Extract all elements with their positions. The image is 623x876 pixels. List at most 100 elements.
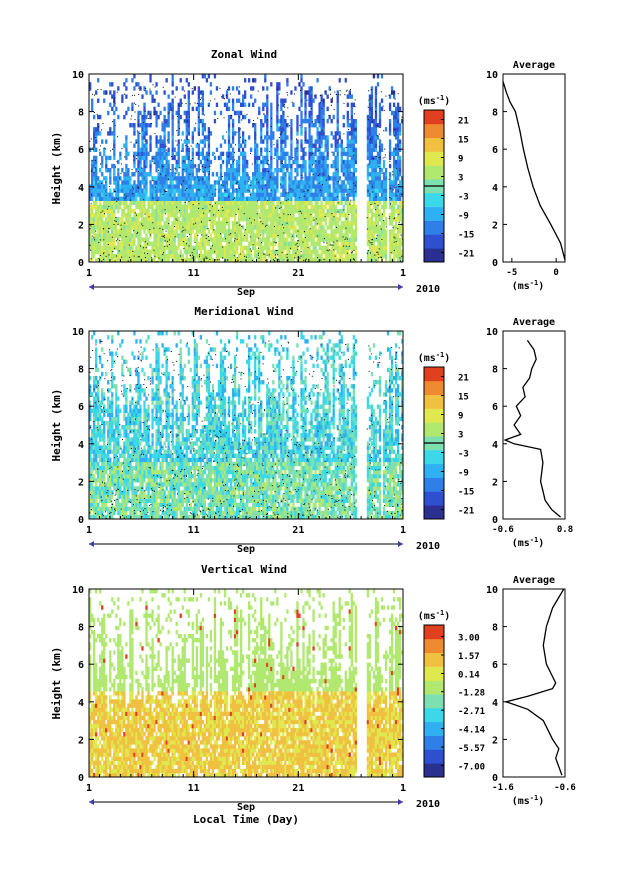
zero-contour-dot bbox=[275, 207, 277, 209]
heatmap-cell bbox=[167, 212, 170, 218]
heatmap-cell bbox=[290, 147, 293, 152]
heatmap-cell bbox=[183, 204, 186, 210]
heatmap-cell bbox=[207, 163, 211, 169]
heatmap-cell bbox=[207, 204, 211, 210]
heatmap-cell bbox=[219, 151, 223, 157]
heatmap-cell bbox=[350, 208, 353, 214]
heatmap-cell bbox=[270, 155, 273, 161]
heatmap-cell bbox=[165, 78, 168, 83]
heatmap-cell bbox=[119, 245, 122, 251]
zero-contour-dot bbox=[319, 182, 320, 184]
heatmap-cell bbox=[342, 159, 345, 165]
heatmap-cell bbox=[328, 204, 331, 210]
heatmap-cell bbox=[252, 196, 255, 201]
heatmap-cell bbox=[368, 131, 372, 136]
heatmap-cell bbox=[276, 143, 279, 148]
zero-contour-dot bbox=[194, 102, 196, 104]
heatmap-cell bbox=[179, 221, 182, 226]
heatmap-cell bbox=[171, 151, 174, 157]
heatmap-cell bbox=[260, 184, 263, 189]
zero-contour-dot bbox=[132, 188, 134, 190]
heatmap-cell bbox=[143, 225, 146, 230]
heatmap-cell bbox=[316, 163, 319, 169]
heatmap-cell bbox=[233, 208, 237, 214]
heatmap-cell bbox=[312, 151, 315, 157]
zero-contour-dot bbox=[98, 126, 100, 128]
heatmap-cell bbox=[276, 168, 279, 173]
heatmap-cell bbox=[280, 176, 283, 181]
heatmap-field bbox=[89, 74, 403, 262]
heatmap-cell bbox=[272, 176, 275, 181]
heatmap-cell bbox=[237, 172, 241, 177]
heatmap-cell bbox=[300, 200, 303, 206]
zero-contour-dot bbox=[377, 251, 379, 253]
zero-contour-dot bbox=[209, 100, 211, 102]
heatmap-cell bbox=[171, 184, 174, 189]
heatmap-cell bbox=[209, 208, 213, 214]
heatmap-cell bbox=[334, 163, 337, 169]
heatmap-cell bbox=[300, 78, 303, 83]
heatmap-cell bbox=[256, 172, 259, 177]
heatmap-cell bbox=[101, 249, 104, 255]
zero-contour-dot bbox=[116, 238, 118, 240]
heatmap-cell bbox=[276, 217, 279, 222]
heatmap-cell bbox=[366, 184, 370, 189]
zero-contour-dot bbox=[162, 254, 164, 256]
heatmap-cell bbox=[388, 212, 392, 218]
heatmap-cell bbox=[294, 176, 297, 181]
heatmap-cell bbox=[201, 123, 205, 128]
zero-contour-dot bbox=[137, 256, 139, 258]
heatmap-cell bbox=[103, 212, 106, 218]
heatmap-cell bbox=[372, 204, 376, 210]
heatmap-cell bbox=[298, 249, 301, 255]
heatmap-cell bbox=[217, 184, 221, 189]
heatmap-cell bbox=[322, 118, 325, 124]
zero-contour-dot bbox=[383, 130, 385, 132]
heatmap-cell bbox=[163, 139, 166, 144]
zero-contour-dot bbox=[394, 217, 395, 219]
heatmap-cell bbox=[233, 217, 237, 222]
zero-contour-dot bbox=[159, 227, 161, 229]
heatmap-cell bbox=[145, 131, 148, 136]
zero-contour-dot bbox=[234, 240, 236, 242]
zero-contour-dot bbox=[162, 193, 164, 195]
heatmap-cell bbox=[394, 159, 398, 165]
heatmap-cell bbox=[167, 151, 170, 157]
heatmap-cell bbox=[326, 106, 329, 112]
zero-contour-dot bbox=[205, 234, 207, 236]
heatmap-cell bbox=[99, 221, 102, 226]
heatmap-cell bbox=[352, 184, 355, 189]
heatmap-cell bbox=[159, 135, 162, 140]
zero-contour-dot bbox=[98, 258, 100, 260]
heatmap-cell bbox=[374, 106, 378, 112]
zero-contour-dot bbox=[326, 242, 328, 244]
heatmap-cell bbox=[151, 217, 154, 222]
zero-contour-dot bbox=[339, 94, 341, 96]
zero-contour-dot bbox=[389, 188, 391, 190]
heatmap-cell bbox=[115, 188, 118, 193]
heatmap-cell bbox=[123, 184, 126, 189]
heatmap-cell bbox=[203, 176, 207, 181]
heatmap-cell bbox=[262, 221, 265, 226]
heatmap-cell bbox=[181, 159, 184, 165]
heatmap-cell bbox=[380, 184, 384, 189]
heatmap-cell bbox=[366, 204, 370, 210]
heatmap-cell bbox=[314, 221, 317, 226]
heatmap-cell bbox=[350, 139, 353, 144]
heatmap-cell bbox=[308, 90, 311, 95]
zero-contour-dot bbox=[136, 233, 138, 234]
heatmap-cell bbox=[153, 233, 156, 238]
zero-contour-dot bbox=[91, 235, 93, 237]
heatmap-cell bbox=[246, 245, 249, 251]
zero-contour-dot bbox=[114, 124, 116, 126]
heatmap-cell bbox=[310, 196, 313, 201]
heatmap-cell bbox=[223, 249, 227, 255]
heatmap-cell bbox=[145, 139, 148, 144]
heatmap-cell bbox=[169, 241, 172, 246]
heatmap-cell bbox=[181, 172, 184, 177]
heatmap-cell bbox=[310, 98, 313, 103]
heatmap-cell bbox=[284, 143, 287, 148]
heatmap-cell bbox=[181, 180, 184, 185]
heatmap-cell bbox=[330, 176, 333, 181]
heatmap-cell bbox=[344, 217, 347, 222]
